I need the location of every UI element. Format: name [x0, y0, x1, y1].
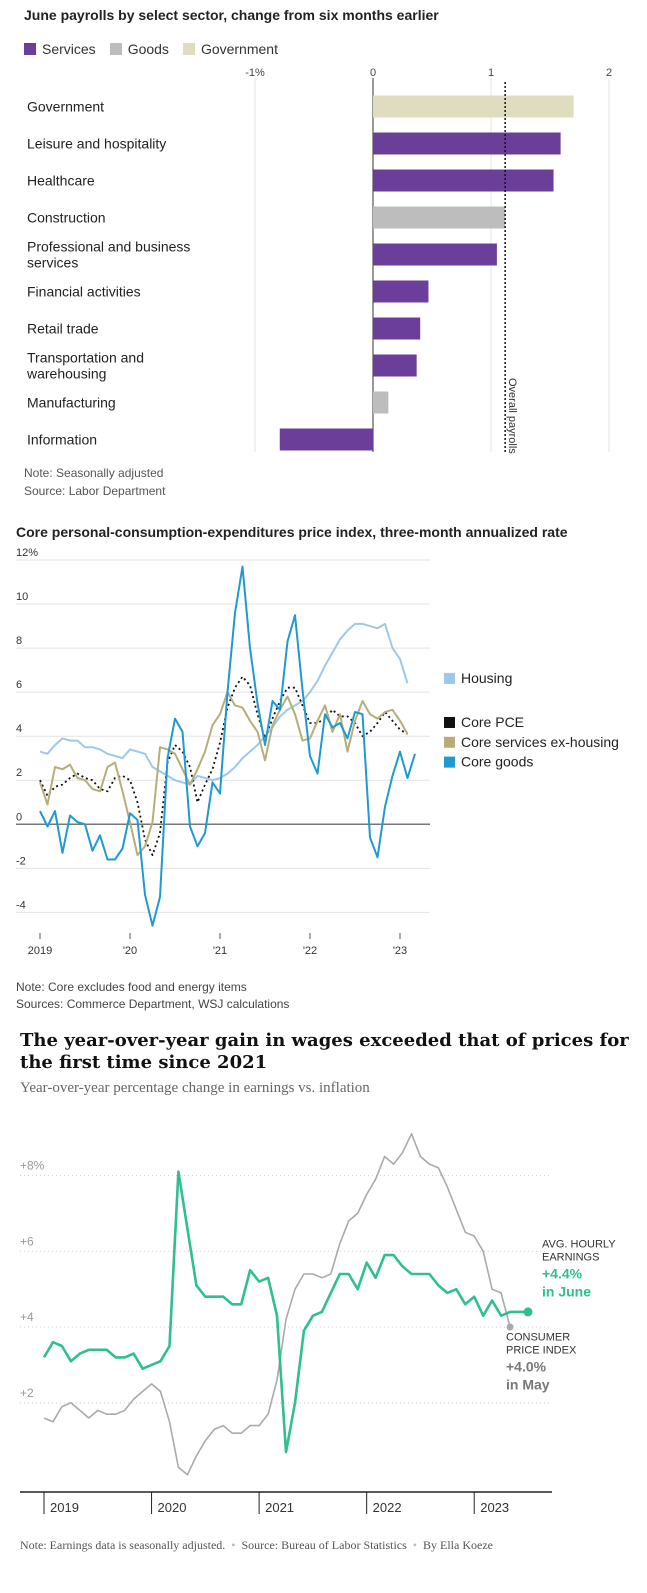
y-tick-label: +4 — [20, 1310, 34, 1324]
wages-line-chart: +8% +6 +4 +2 2019 2020 2021 2022 2023 AVG. HOURLY… — [20, 1132, 616, 1515]
payrolls-note: Note: Seasonally adjusted — [24, 466, 164, 480]
category-label-information: Information — [27, 432, 97, 448]
bar-construction — [373, 206, 506, 229]
legend-item-government: Government — [182, 41, 278, 57]
series-line-core-services-ex-housing — [39, 691, 409, 857]
x-tick-label: -1% — [245, 67, 265, 79]
bar-healthcare — [373, 169, 554, 192]
earnings-end-marker — [523, 1307, 533, 1317]
legend-swatch-services — [24, 43, 36, 55]
wages-footer-byline: By Ella Koeze — [423, 1538, 493, 1552]
y-tick-label: 0 — [16, 811, 22, 823]
x-tick-label: 2023 — [480, 1500, 509, 1515]
wages-footer: Note: Earnings data is seasonally adjust… — [20, 1538, 493, 1552]
bar-retail-trade — [373, 317, 421, 340]
y-tick-label: 12% — [16, 547, 38, 559]
legend-label-goods: Goods — [127, 41, 169, 57]
cpi-annotation-when: in May — [506, 1376, 550, 1392]
x-tick-label: 0 — [370, 67, 376, 79]
legend-swatch-core-goods — [444, 756, 455, 768]
x-tick-label: 2019 — [28, 945, 52, 957]
cpi-annotation-label-line1: CONSUMER — [506, 1331, 570, 1343]
bar-financial-activities — [373, 280, 429, 303]
legend-label-services: Services — [42, 41, 96, 57]
bar-professional-and-business-services — [373, 243, 497, 266]
y-tick-label: +8% — [20, 1158, 45, 1172]
x-tick-label: 2 — [606, 67, 612, 79]
x-tick-label: '21 — [213, 945, 227, 957]
legend-label-government: Government — [200, 41, 278, 57]
y-tick-label: +2 — [20, 1386, 34, 1400]
pce-source: Sources: Commerce Department, WSJ calcul… — [16, 997, 290, 1011]
bar-transportation-and-warehousing — [373, 354, 417, 377]
legend-swatch-core-services-ex-housing — [444, 736, 455, 748]
bar-government — [373, 95, 574, 118]
legend-swatch-goods — [109, 43, 122, 55]
x-tick-label: '22 — [303, 945, 317, 957]
payrolls-chart-title: June payrolls by select sector, change f… — [24, 7, 439, 23]
category-label-professional-and-business-services: Professional and business services — [27, 239, 190, 271]
earnings-annotation-label-line1: AVG. HOURLY — [542, 1238, 616, 1250]
x-tick-label: 2020 — [158, 1500, 187, 1515]
legend-item-goods: Goods — [109, 41, 169, 57]
legend-swatch-housing — [444, 672, 455, 684]
payrolls-source: Source: Labor Department — [24, 484, 166, 498]
earnings-annotation-value: +4.4% — [542, 1265, 583, 1281]
x-tick-label: '20 — [123, 945, 137, 957]
x-tick-label: 2019 — [50, 1500, 79, 1515]
legend-label-core-pce: Core PCE — [461, 714, 524, 730]
legend-label-core-goods: Core goods — [461, 754, 533, 770]
cpi-annotation-label-line2: PRICE INDEX — [506, 1344, 577, 1356]
overall-payrolls-label: Overall payrolls — [506, 378, 518, 454]
pce-note: Note: Core excludes food and energy item… — [16, 980, 247, 994]
bar-information — [279, 428, 373, 451]
y-tick-label: 10 — [16, 591, 28, 603]
bar-manufacturing — [373, 391, 389, 414]
pce-chart-title: Core personal-consumption-expenditures p… — [16, 524, 568, 540]
bar-leisure-and-hospitality — [373, 132, 561, 155]
category-label-healthcare: Healthcare — [27, 173, 95, 189]
y-tick-label: +6 — [20, 1234, 34, 1248]
series-line-avg-hourly-earnings — [42, 1170, 528, 1454]
earnings-annotation-when: in June — [542, 1283, 591, 1299]
x-tick-label: 2022 — [373, 1500, 402, 1515]
legend-item-services: Services — [24, 41, 96, 57]
x-tick-label: 1 — [488, 67, 494, 79]
category-label-financial-activities: Financial activities — [27, 284, 141, 300]
y-tick-label: -4 — [16, 899, 26, 911]
y-tick-label: 4 — [16, 723, 22, 735]
y-tick-label: 6 — [16, 679, 22, 691]
wages-chart-subtitle: Year-over-year percentage change in earn… — [20, 1080, 370, 1096]
x-tick-label: 2021 — [265, 1500, 294, 1515]
category-label-government: Government — [27, 99, 104, 115]
y-tick-label: 8 — [16, 635, 22, 647]
legend-label-core-services-ex-housing: Core services ex-housing — [461, 734, 619, 750]
series-line-consumer-price-index — [43, 1132, 511, 1476]
x-tick-label: '23 — [393, 945, 407, 957]
cpi-annotation-value: +4.0% — [506, 1358, 547, 1374]
wages-chart-title: The year-over-year gain in wages exceede… — [20, 1030, 629, 1073]
legend-label-housing: Housing — [461, 670, 512, 686]
y-tick-label: 2 — [16, 767, 22, 779]
category-label-retail-trade: Retail trade — [27, 321, 99, 337]
series-line-housing — [39, 622, 409, 786]
y-tick-label: -2 — [16, 855, 26, 867]
wages-footer-source: Source: Bureau of Labor Statistics — [241, 1538, 407, 1552]
category-label-transportation-and-warehousing: Transportation and warehousing — [26, 350, 144, 382]
pce-line-chart: 12% 10 8 6 4 2 0 -2 -4 2019 '20 '21 '22 '23 Housing Cor… — [16, 547, 619, 957]
category-label-manufacturing: Manufacturing — [27, 395, 116, 411]
legend-swatch-core-pce — [444, 716, 455, 728]
payrolls-bar-chart: -1% 0 1 2 Government Leisure and hospitality H… — [26, 67, 612, 454]
legend-swatch-government — [182, 43, 195, 55]
series-line-core-goods — [39, 565, 416, 927]
payrolls-legend: Services Goods Government — [24, 41, 278, 57]
category-label-construction: Construction — [27, 210, 106, 226]
earnings-annotation-label-line2: EARNINGS — [542, 1251, 599, 1263]
cpi-end-marker — [506, 1323, 514, 1331]
category-label-leisure-and-hospitality: Leisure and hospitality — [27, 136, 166, 152]
wages-footer-note: Note: Earnings data is seasonally adjust… — [20, 1538, 226, 1552]
